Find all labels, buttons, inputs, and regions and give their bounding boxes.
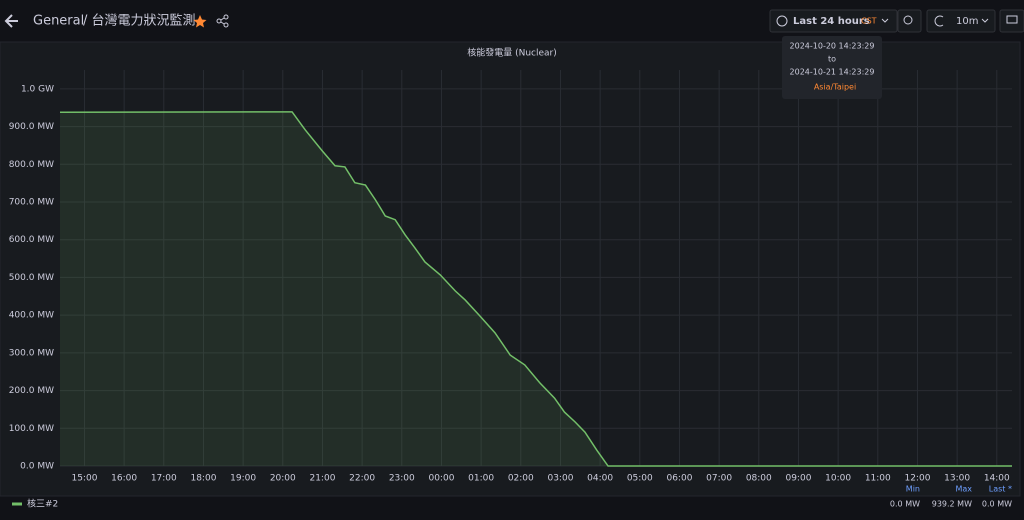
legend-stat-value: 0.0 MW bbox=[982, 500, 1012, 509]
x-tick-label: 07:00 bbox=[706, 474, 732, 484]
tooltip-box bbox=[782, 36, 882, 99]
x-tick-label: 18:00 bbox=[190, 474, 216, 484]
x-tick-label: 17:00 bbox=[151, 474, 177, 484]
breadcrumb[interactable]: General bbox=[33, 14, 84, 29]
from-time: 2024-10-20 14:23:29 bbox=[790, 42, 875, 51]
x-tick-label: 09:00 bbox=[785, 474, 811, 484]
y-tick-label: 200.0 MW bbox=[9, 386, 54, 396]
legend-stat-value: 0.0 MW bbox=[890, 500, 920, 509]
legend-stat-heading[interactable]: Min bbox=[906, 485, 920, 494]
legend: 核三#2 Min 0.0 MW Max 939.2 MW Last * 0.0 MW bbox=[12, 485, 1012, 510]
tv-mode[interactable] bbox=[999, 9, 1024, 33]
legend-stat-heading[interactable]: Last * bbox=[989, 485, 1012, 494]
x-tick-label: 05:00 bbox=[627, 474, 653, 484]
x-tick-label: 16:00 bbox=[111, 474, 137, 484]
panel bbox=[0, 41, 1021, 497]
legend-stat-heading[interactable]: Max bbox=[955, 485, 972, 494]
x-tick-label: 00:00 bbox=[428, 474, 454, 484]
area bbox=[60, 111, 1012, 466]
refresh-icon bbox=[934, 15, 944, 27]
y-tick-label: 500.0 MW bbox=[9, 273, 54, 283]
plot: 0.0 MW 100.0 MW 200.0 MW 300.0 MW 400.0 MW 50… bbox=[9, 70, 1012, 484]
x-tick-label: 03:00 bbox=[547, 474, 573, 484]
y-tick-label: 400.0 MW bbox=[9, 311, 54, 321]
dashboard-title: / 台灣電力狀況監測 bbox=[83, 13, 196, 29]
legend-label[interactable]: 核三#2 bbox=[27, 498, 58, 510]
line bbox=[59, 111, 1012, 467]
x-tick-label: 08:00 bbox=[746, 474, 772, 484]
back-button[interactable] bbox=[4, 14, 18, 28]
x-tick-label: 04:00 bbox=[587, 474, 613, 484]
x-tick-label: 12:00 bbox=[904, 474, 930, 484]
x-tick-label: 13:00 bbox=[944, 474, 970, 484]
y-tick-label: 1.0 GW bbox=[21, 84, 54, 94]
x-tick-label: 21:00 bbox=[309, 474, 335, 484]
refresh-interval: 10m bbox=[956, 16, 978, 27]
y-tick-label: 0.0 MW bbox=[20, 462, 54, 472]
time-tooltip: 2024-10-20 14:23:29 to 2024-10-21 14:23:… bbox=[782, 36, 882, 99]
y-tick-label: 100.0 MW bbox=[9, 424, 54, 434]
x-tick-label: 06:00 bbox=[666, 474, 692, 484]
panel-title: 核能發電量 (Nuclear) bbox=[467, 47, 557, 59]
time-zone: Asia/Taipei bbox=[814, 83, 856, 92]
x-tick-label: 22:00 bbox=[349, 474, 375, 484]
y-tick-label: 900.0 MW bbox=[9, 122, 54, 132]
zoom-icon bbox=[903, 15, 913, 25]
zoom-out[interactable] bbox=[897, 9, 922, 33]
y-tick-label: 800.0 MW bbox=[9, 160, 54, 170]
to-time: 2024-10-21 14:23:29 bbox=[790, 68, 875, 77]
chevron bbox=[881, 18, 889, 23]
y-tick-label: 600.0 MW bbox=[9, 235, 54, 245]
time-range: Last 24 hours bbox=[793, 16, 870, 27]
x-tick-label: 20:00 bbox=[270, 474, 296, 484]
monitor-icon bbox=[1006, 15, 1018, 24]
refresh-picker[interactable] bbox=[926, 9, 996, 33]
y-tick-label: 300.0 MW bbox=[9, 348, 54, 358]
x-tick-label: 14:00 bbox=[984, 474, 1010, 484]
x-tick-label: 10:00 bbox=[825, 474, 851, 484]
timezone: CST bbox=[861, 17, 877, 26]
x-tick-label: 23:00 bbox=[389, 474, 415, 484]
legend-stat-value: 939.2 MW bbox=[932, 500, 972, 509]
x-tick-label: 01:00 bbox=[468, 474, 494, 484]
to-word: to bbox=[828, 55, 836, 64]
star-icon[interactable] bbox=[193, 15, 207, 28]
x-tick-label: 02:00 bbox=[508, 474, 534, 484]
top-bar: General / 台灣電力狀況監測 Last 24 hours CST 10m bbox=[4, 9, 1024, 33]
x-tick-label: 11:00 bbox=[865, 474, 891, 484]
chevron bbox=[981, 18, 989, 23]
y-tick-label: 700.0 MW bbox=[9, 198, 54, 208]
clock-icon bbox=[776, 15, 788, 27]
x-tick-label: 19:00 bbox=[230, 474, 256, 484]
x-tick-label: 15:00 bbox=[71, 474, 97, 484]
share-icon[interactable] bbox=[216, 14, 229, 28]
time-picker[interactable] bbox=[769, 9, 898, 33]
